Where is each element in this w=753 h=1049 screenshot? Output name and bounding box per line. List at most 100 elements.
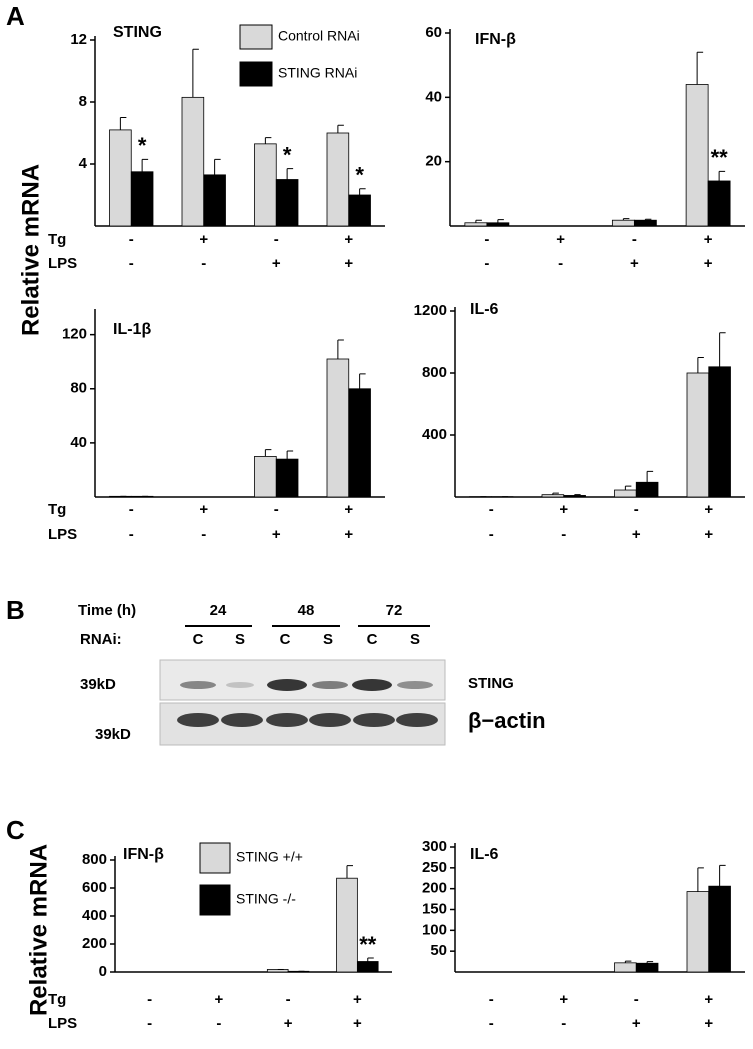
condition-value: - (489, 501, 494, 518)
bar (708, 366, 731, 498)
condition-name: Tg (48, 231, 66, 248)
condition-value: + (704, 255, 713, 272)
band (353, 713, 395, 727)
y-tick-label: 60 (425, 24, 442, 41)
error-bar (622, 218, 630, 221)
condition-name: Tg (48, 991, 66, 1008)
error-bar (574, 494, 581, 496)
bar (181, 96, 205, 227)
band-size: 39kD (95, 726, 131, 743)
significance: ** (359, 932, 377, 957)
condition-value: + (556, 231, 565, 248)
significance: * (283, 142, 292, 167)
chart-title: IL-1β (113, 321, 151, 338)
error-bar (192, 48, 199, 98)
condition-value: - (484, 255, 489, 272)
condition-value: - (561, 526, 566, 543)
panel-label: A (6, 1, 25, 31)
error-bar (719, 332, 726, 367)
chart-title: IFN-β (475, 31, 516, 48)
bar (541, 494, 565, 498)
band (267, 679, 307, 691)
band-name: STING (468, 675, 514, 692)
bar (275, 458, 299, 498)
error-bar (644, 218, 652, 221)
condition-value: - (634, 501, 639, 518)
lane: C (367, 631, 378, 648)
bar (614, 489, 637, 498)
condition-value: - (201, 255, 206, 272)
condition-value: + (632, 526, 641, 543)
y-tick-label: 8 (79, 93, 87, 110)
bar (614, 962, 637, 973)
bar (348, 194, 371, 227)
condition-value: - (147, 991, 152, 1008)
lane: C (280, 631, 291, 648)
condition-name: LPS (48, 255, 77, 272)
bar (109, 129, 132, 227)
error-bar (367, 957, 374, 962)
y-tick-label: 0 (99, 963, 107, 980)
band (221, 713, 263, 727)
bar (254, 143, 277, 227)
band (352, 679, 392, 691)
bar (708, 885, 731, 973)
condition-value: + (344, 501, 353, 518)
time: 48 (298, 602, 315, 619)
band (312, 681, 348, 689)
condition-value: + (199, 501, 208, 518)
condition-value: + (344, 231, 353, 248)
y-tick-label: 100 (422, 921, 447, 938)
blot-strip (159, 659, 446, 701)
error-bar (264, 137, 272, 144)
error-bar (697, 357, 704, 373)
condition-value: - (632, 231, 637, 248)
y-tick-label: 20 (425, 153, 442, 170)
band (180, 681, 216, 689)
condition-value: - (129, 231, 134, 248)
bar (464, 222, 488, 227)
panel-label: C (6, 815, 25, 845)
error-bar (719, 864, 726, 887)
error-bar (624, 960, 632, 963)
condition-value: + (272, 255, 281, 272)
error-bar (286, 168, 294, 180)
condition-value: + (344, 526, 353, 543)
condition-value: - (634, 991, 639, 1008)
error-bar (214, 158, 221, 175)
y-tick-label: 200 (422, 880, 447, 897)
condition-name: Tg (48, 501, 66, 518)
error-bar (359, 373, 366, 389)
error-bar (697, 867, 704, 892)
y-tick-label: 120 (62, 326, 87, 343)
error-bar (337, 124, 344, 133)
bar (203, 174, 226, 227)
time: 24 (210, 602, 227, 619)
condition-value: - (489, 991, 494, 1008)
error-bar (286, 450, 294, 460)
bar (635, 481, 659, 498)
blot: Time (h) 24 48 72 RNAi: C S C S C S 3 (78, 602, 546, 746)
condition-value: + (272, 526, 281, 543)
error-bar (646, 470, 654, 483)
bar (275, 179, 299, 227)
band (309, 713, 351, 727)
y-tick-label: 300 (422, 838, 447, 855)
error-bar (624, 485, 632, 491)
condition-value: - (129, 526, 134, 543)
bar (563, 495, 586, 498)
bar (130, 171, 154, 227)
legend-label: STING +/+ (236, 849, 303, 865)
condition-value: - (274, 231, 279, 248)
condition-value: + (704, 1015, 713, 1032)
condition-value: - (489, 1015, 494, 1032)
legend-swatch (199, 842, 231, 874)
y-tick-label: 150 (422, 900, 447, 917)
legend-swatch (239, 61, 273, 87)
legend-swatch (199, 884, 231, 916)
condition-value: + (199, 231, 208, 248)
lane: C (193, 631, 204, 648)
error-bar (337, 339, 344, 359)
band (177, 713, 219, 727)
